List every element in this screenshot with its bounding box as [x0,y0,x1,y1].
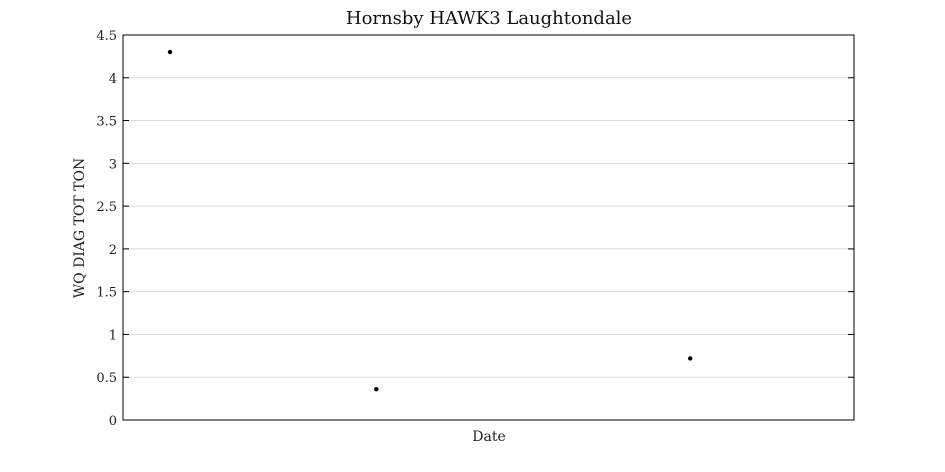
plot-area [122,34,855,421]
y-axis-ticks: 0 0.5 1 1.5 2 2.5 3 3.5 4 4.5 [96,29,854,429]
y-tick-label: 3.5 [96,115,117,130]
y-axis-label: WQ DIAG TOT TON [72,158,88,299]
y-tick-label: 0 [109,414,117,429]
y-tick-label: 0.5 [96,371,117,386]
grid-lines [123,77,854,378]
y-tick-label: 4.5 [96,29,117,44]
y-tick-label: 2.5 [96,200,117,215]
y-tick-label: 4 [109,72,117,87]
data-points [167,49,693,392]
y-tick-label: 1 [109,328,117,343]
chart-title: Hornsby HAWK3 Laughtondale [346,8,632,29]
data-point [167,49,173,55]
data-point [374,387,379,392]
y-tick-label: 2 [109,243,117,258]
data-point [688,356,693,361]
x-axis-label: Date [472,429,505,445]
y-tick-label: 3 [109,157,117,172]
y-tick-label: 1.5 [96,286,117,301]
